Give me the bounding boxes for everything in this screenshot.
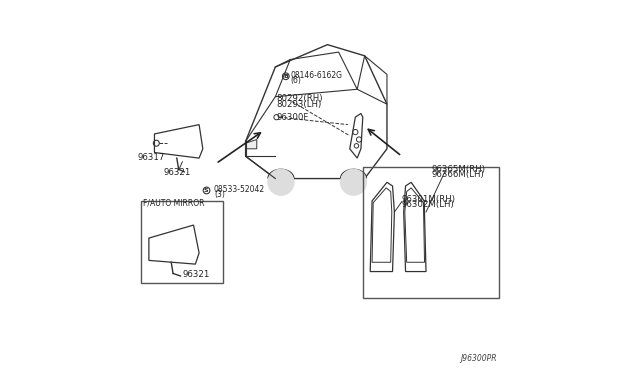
Text: 96321: 96321: [182, 270, 210, 279]
Text: S: S: [203, 188, 208, 193]
Text: 96300F: 96300F: [277, 113, 309, 122]
Polygon shape: [246, 140, 257, 149]
Text: 80293(LH): 80293(LH): [277, 100, 322, 109]
Text: 08533-52042: 08533-52042: [214, 185, 265, 194]
Text: B: B: [284, 74, 288, 79]
Text: 96321: 96321: [163, 168, 191, 177]
Text: (3): (3): [214, 190, 225, 199]
Text: J96300PR: J96300PR: [460, 354, 497, 363]
Circle shape: [340, 169, 367, 195]
Text: (6): (6): [291, 76, 301, 85]
Text: 96317: 96317: [137, 153, 164, 162]
Text: 96301M(RH): 96301M(RH): [402, 195, 456, 203]
Text: 96302M(LH): 96302M(LH): [402, 200, 454, 209]
Circle shape: [268, 169, 294, 195]
Text: F/AUTO MIRROR: F/AUTO MIRROR: [143, 198, 205, 207]
Text: 96366M(LH): 96366M(LH): [431, 170, 484, 179]
Text: 80292(RH): 80292(RH): [277, 94, 323, 103]
Text: 08146-6162G: 08146-6162G: [291, 71, 342, 80]
Text: 96365M(RH): 96365M(RH): [431, 165, 486, 174]
